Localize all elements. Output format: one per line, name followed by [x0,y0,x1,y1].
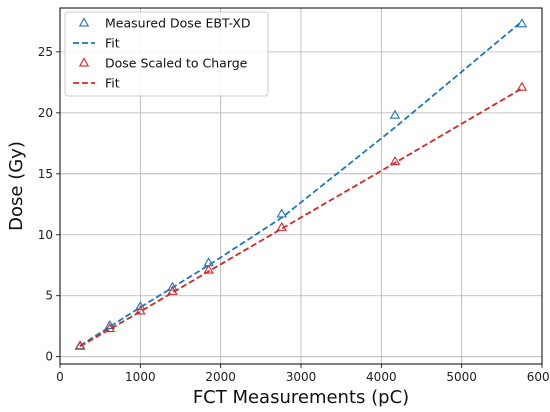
fit-line [79,87,523,348]
y-tick-label: 15 [38,167,53,181]
x-tick-label: 4000 [366,370,397,384]
y-tick-label: 5 [45,289,53,303]
legend-item: Dose Scaled to Charge [78,56,248,71]
y-tick-label: 20 [38,106,53,120]
legend-label: Fit [105,36,120,51]
legend-label: Measured Dose EBT-XD [105,16,251,31]
y-axis-label: Dose (Gy) [6,141,27,231]
x-tick-label: 2000 [205,370,236,384]
legend-marker-swatch [78,57,90,67]
data-point [389,109,401,119]
x-tick-label: 5000 [446,370,477,384]
y-tick-label: 10 [38,228,53,242]
x-axis-label: FCT Measurements (pC) [193,387,409,408]
series-layer [74,18,528,350]
legend-box [64,11,269,97]
x-tick-label: 0 [56,370,64,384]
series-3 [79,87,523,348]
data-point [516,81,528,91]
y-tick-label: 0 [45,350,53,364]
legend-label: Fit [105,76,120,91]
legend: Measured Dose EBT-XD Fit Dose Scaled to Ch… [64,11,269,97]
legend-marker-swatch [78,17,90,27]
x-tick-label: 3000 [286,370,317,384]
data-point [516,18,528,28]
legend-item: Fit [73,76,120,91]
x-tick-label: 1000 [125,370,156,384]
legend-label: Dose Scaled to Charge [105,56,248,71]
y-tick-label: 25 [38,45,53,59]
legend-item: Measured Dose EBT-XD [78,16,251,31]
y-axis: 0 5 10 15 20 25 [38,45,60,364]
data-point [276,208,287,218]
data-point [203,264,214,274]
fit-line [79,20,523,347]
series-1 [79,20,523,347]
legend-item: Fit [73,36,120,51]
data-point [389,156,401,166]
